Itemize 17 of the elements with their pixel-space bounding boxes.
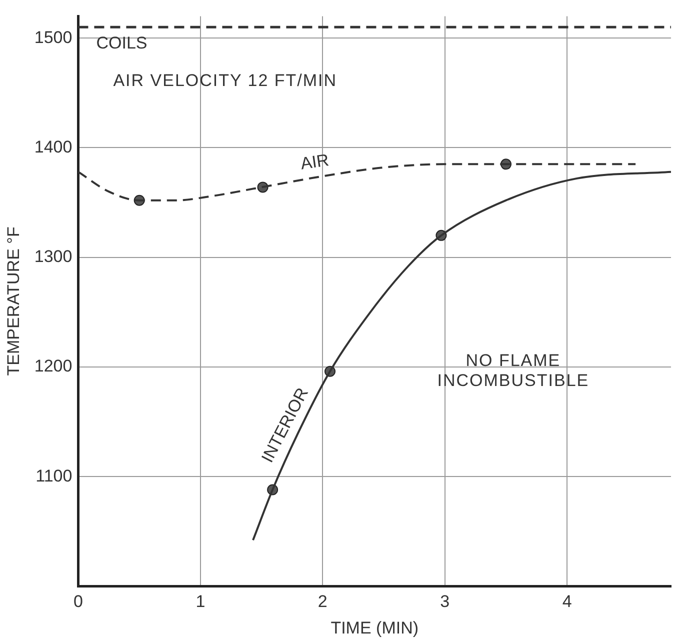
line-series: [252, 170, 671, 542]
x-axis-title: TIME (MIN): [330, 618, 419, 638]
y-tick-label: 1400: [34, 137, 72, 156]
x-tick-label: 0: [73, 592, 83, 612]
x-tick-label: 2: [318, 592, 328, 612]
y-axis-title: TEMPERATURE °F: [4, 226, 23, 376]
text: AIR: [299, 150, 330, 174]
x-tick-label: 3: [440, 592, 450, 612]
y-tick-label: 1500: [34, 28, 72, 47]
ref-line-label: COILS: [96, 33, 148, 52]
annotation: AIR VELOCITY 12 FT/MIN: [113, 71, 338, 92]
x-tick-label: 4: [562, 592, 572, 612]
x-tick-label: 1: [196, 592, 206, 612]
y-tick-label: 1200: [34, 356, 72, 376]
y-tick-label: 1100: [36, 466, 72, 486]
annotation: NO FLAME INCOMBUSTIBLE: [436, 351, 590, 392]
y-tick-label: 1300: [34, 247, 72, 266]
